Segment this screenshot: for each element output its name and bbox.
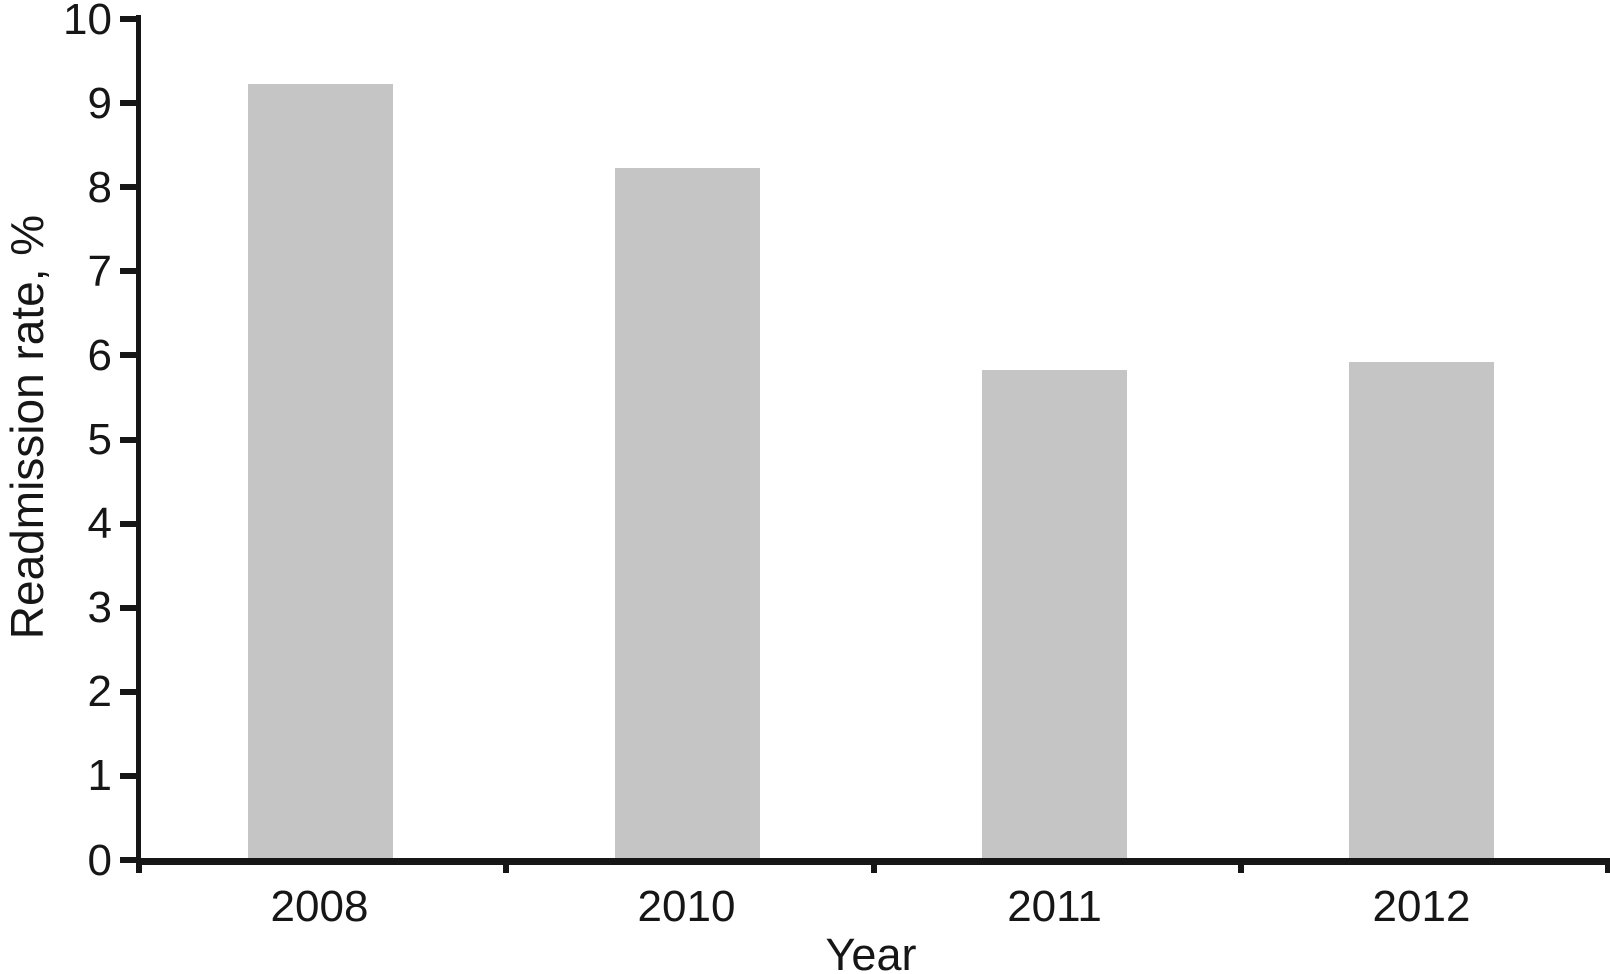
y-tick-label: 7 bbox=[87, 247, 112, 296]
x-tick-mark bbox=[1605, 858, 1610, 873]
x-tick-mark bbox=[136, 858, 142, 873]
y-tick-label: 4 bbox=[87, 499, 112, 548]
y-tick-label: 0 bbox=[87, 836, 112, 885]
bar-2012 bbox=[1349, 362, 1494, 858]
y-tick-label: 3 bbox=[87, 583, 112, 632]
x-tick-mark bbox=[1238, 858, 1244, 873]
x-tick-label: 2011 bbox=[1007, 882, 1102, 931]
y-tick-mark bbox=[120, 773, 141, 779]
y-tick-label: 8 bbox=[87, 163, 112, 212]
y-tick-mark bbox=[120, 605, 141, 611]
x-tick-label: 2012 bbox=[1372, 882, 1471, 931]
y-tick-mark bbox=[120, 352, 141, 358]
x-tick-label: 2010 bbox=[637, 882, 736, 931]
y-tick-label: 5 bbox=[87, 415, 112, 464]
y-tick-mark bbox=[120, 16, 141, 22]
y-tick-mark bbox=[120, 857, 141, 863]
bar-2010 bbox=[615, 168, 760, 858]
y-tick-mark bbox=[120, 521, 141, 527]
y-tick-mark bbox=[120, 437, 141, 443]
y-tick-mark bbox=[120, 689, 141, 695]
y-tick-mark bbox=[120, 268, 141, 274]
x-axis-title: Year bbox=[825, 929, 917, 974]
y-tick-mark bbox=[120, 184, 141, 190]
y-tick-label: 1 bbox=[87, 751, 112, 800]
x-tick-mark bbox=[503, 858, 509, 873]
y-tick-label: 9 bbox=[87, 79, 112, 128]
y-tick-label: 10 bbox=[63, 0, 112, 44]
x-tick-mark bbox=[871, 858, 877, 873]
y-tick-mark bbox=[120, 100, 141, 106]
y-tick-label: 6 bbox=[87, 331, 112, 380]
bar-2008 bbox=[248, 84, 393, 858]
y-tick-label: 2 bbox=[87, 667, 112, 716]
bar-2011 bbox=[982, 370, 1127, 858]
x-tick-label: 2008 bbox=[270, 882, 369, 931]
y-axis-line bbox=[136, 15, 141, 873]
